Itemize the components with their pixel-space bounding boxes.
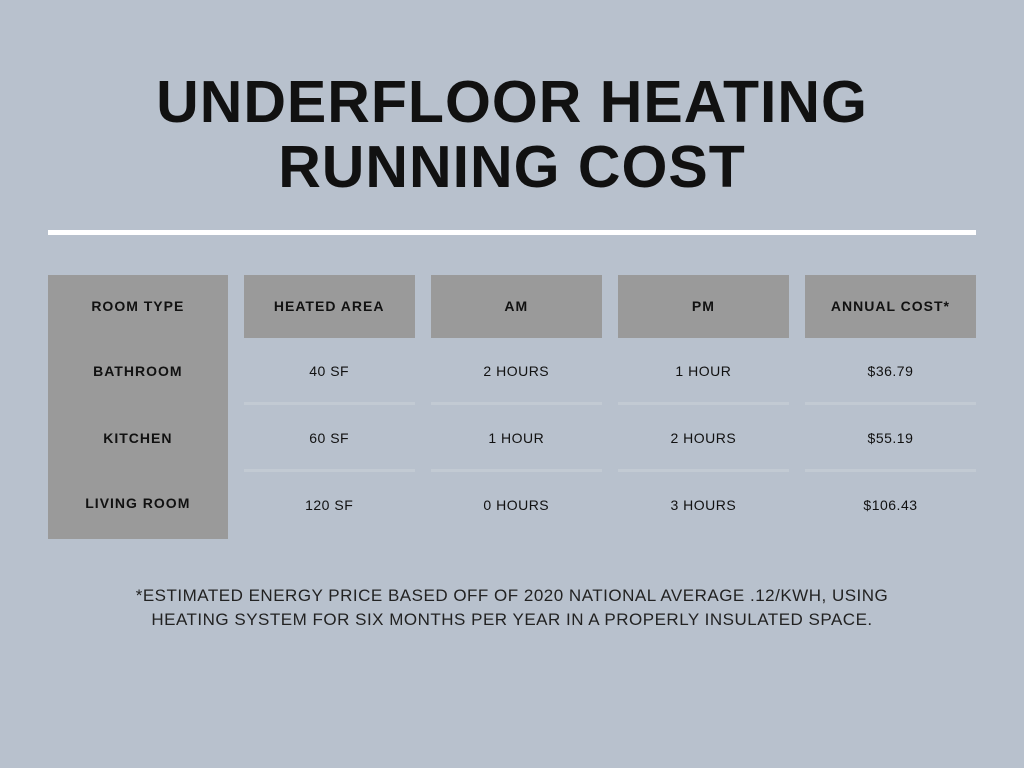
table-cell: $106.43 xyxy=(805,472,976,539)
table-cell: 40 SF xyxy=(244,338,415,405)
table-cell: 2 HOURS xyxy=(618,405,789,472)
table-row-label: KITCHEN xyxy=(48,405,228,472)
table-cell: 120 SF xyxy=(244,472,415,539)
title-line-1: UNDERFLOOR HEATING xyxy=(156,70,868,135)
header-annual-cost: ANNUAL COST* xyxy=(805,275,976,338)
table-cell: $55.19 xyxy=(805,405,976,472)
header-room-type: ROOM TYPE xyxy=(48,275,228,338)
column-pm: PM 1 HOUR 2 HOURS 3 HOURS xyxy=(618,275,789,539)
table-cell: 60 SF xyxy=(244,405,415,472)
title-line-2: RUNNING COST xyxy=(156,135,868,200)
column-am: AM 2 HOURS 1 HOUR 0 HOURS xyxy=(431,275,602,539)
footnote: *ESTIMATED ENERGY PRICE BASED OFF OF 202… xyxy=(102,584,922,633)
header-pm: PM xyxy=(618,275,789,338)
table-cell: 1 HOUR xyxy=(431,405,602,472)
table-cell: $36.79 xyxy=(805,338,976,405)
table-cell: 3 HOURS xyxy=(618,472,789,539)
page-title: UNDERFLOOR HEATING RUNNING COST xyxy=(156,70,868,200)
cost-table: ROOM TYPE BATHROOM KITCHEN LIVING ROOM H… xyxy=(48,275,976,539)
table-row-label: LIVING ROOM xyxy=(48,472,228,539)
header-am: AM xyxy=(431,275,602,338)
table-cell: 2 HOURS xyxy=(431,338,602,405)
column-room-type: ROOM TYPE BATHROOM KITCHEN LIVING ROOM xyxy=(48,275,228,539)
table-row-label: BATHROOM xyxy=(48,338,228,405)
column-annual-cost: ANNUAL COST* $36.79 $55.19 $106.43 xyxy=(805,275,976,539)
header-heated-area: HEATED AREA xyxy=(244,275,415,338)
title-divider xyxy=(48,230,976,235)
column-heated-area: HEATED AREA 40 SF 60 SF 120 SF xyxy=(244,275,415,539)
table-cell: 1 HOUR xyxy=(618,338,789,405)
table-cell: 0 HOURS xyxy=(431,472,602,539)
